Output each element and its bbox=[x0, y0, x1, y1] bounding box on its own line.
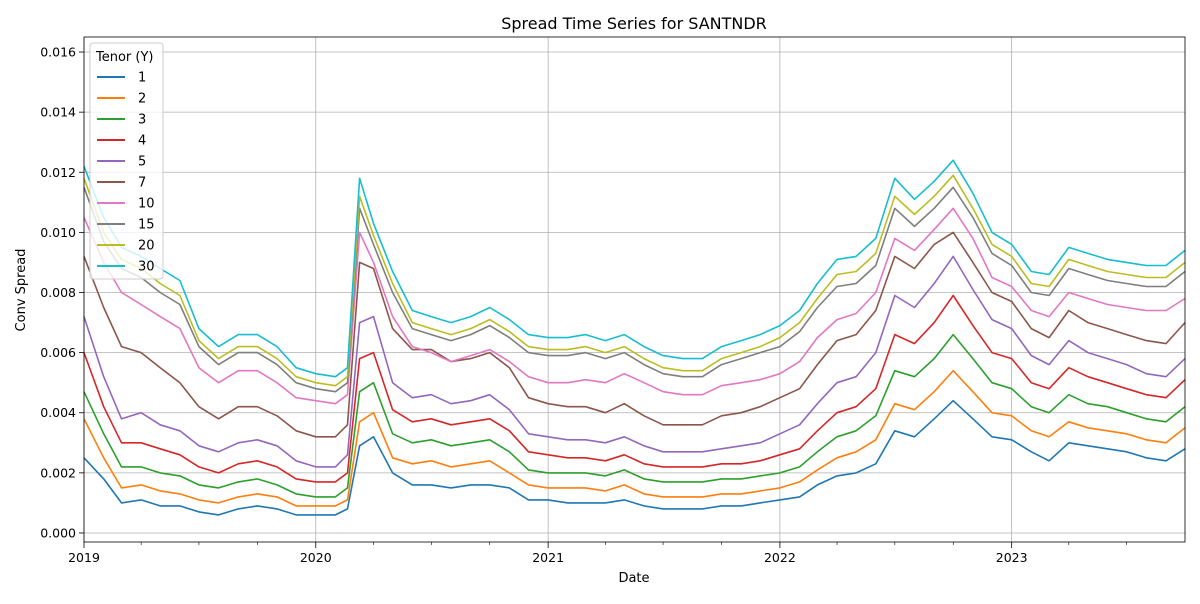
y-axis-label: Conv Spread bbox=[14, 249, 29, 332]
y-tick-label: 0.016 bbox=[40, 45, 76, 60]
legend-label-30: 30 bbox=[138, 260, 155, 275]
series-layer bbox=[83, 159, 1186, 516]
legend-label-5: 5 bbox=[138, 155, 146, 170]
y-axis: 0.000 0.002 0.004 0.006 0.008 0.010 0.012 0.014… bbox=[40, 45, 84, 540]
x-axis-label: Date bbox=[618, 571, 649, 586]
x-tick-label: 2022 bbox=[764, 550, 796, 565]
x-axis: 2019 2020 2021 2022 2023 bbox=[68, 542, 1127, 565]
series-line-5 bbox=[83, 255, 1186, 468]
legend-items: 1 2 3 4 5 7 10 15 20 30 bbox=[97, 71, 155, 275]
legend-label-7: 7 bbox=[138, 176, 146, 191]
x-tick-label: 2019 bbox=[68, 550, 100, 565]
y-tick-label: 0.008 bbox=[40, 285, 76, 300]
series-line-30 bbox=[83, 159, 1186, 378]
series-line-10 bbox=[83, 207, 1186, 405]
legend-label-2: 2 bbox=[138, 92, 146, 107]
y-tick-label: 0.002 bbox=[40, 465, 76, 480]
y-tick-label: 0.010 bbox=[40, 225, 76, 240]
legend: Tenor (Y) 1 2 3 4 5 7 10 15 20 30 bbox=[89, 42, 164, 280]
series-line-4 bbox=[83, 294, 1186, 483]
grid bbox=[83, 37, 1185, 542]
y-tick-label: 0.004 bbox=[40, 405, 76, 420]
x-tick-label: 2021 bbox=[532, 550, 564, 565]
x-tick-label: 2023 bbox=[996, 550, 1028, 565]
legend-box bbox=[89, 42, 164, 280]
series-line-20 bbox=[83, 174, 1186, 387]
legend-label-15: 15 bbox=[138, 218, 155, 233]
plot-frame bbox=[83, 36, 1186, 543]
chart-title: Spread Time Series for SANTNDR bbox=[501, 14, 767, 33]
legend-title: Tenor (Y) bbox=[95, 50, 153, 65]
y-tick-label: 0.000 bbox=[40, 525, 76, 540]
series-line-3 bbox=[83, 333, 1186, 498]
series-line-2 bbox=[83, 369, 1186, 507]
legend-label-4: 4 bbox=[138, 134, 146, 149]
legend-label-3: 3 bbox=[138, 113, 146, 128]
series-line-7 bbox=[83, 231, 1186, 438]
legend-label-10: 10 bbox=[138, 197, 155, 212]
series-line-1 bbox=[83, 399, 1186, 516]
legend-label-20: 20 bbox=[138, 239, 155, 254]
x-tick-label: 2020 bbox=[300, 550, 332, 565]
series-line-15 bbox=[83, 186, 1186, 393]
legend-label-1: 1 bbox=[138, 71, 146, 86]
y-tick-label: 0.006 bbox=[40, 345, 76, 360]
y-tick-label: 0.014 bbox=[40, 105, 76, 120]
y-tick-label: 0.012 bbox=[40, 165, 76, 180]
